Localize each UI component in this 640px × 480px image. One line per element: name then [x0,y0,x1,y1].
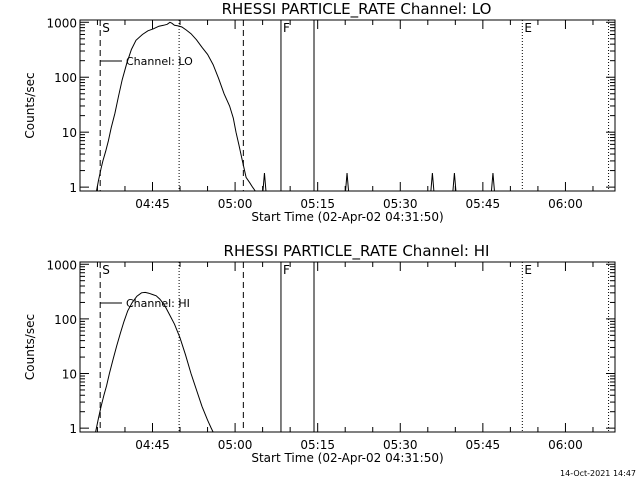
chart-panel-hi: RHESSI PARTICLE_RATE Channel: HI 04:45 05:… [23,242,616,465]
marker-label: E [524,21,532,35]
y-axis-label: Counts/sec [23,72,37,138]
x-tick-label: 05:15 [300,197,335,211]
marker-label: E [524,263,532,277]
y-tick-label: 1000 [46,258,77,272]
chart-panel-lo: RHESSI PARTICLE_RATE Channel: LO 04:45 05:… [23,0,616,224]
series-spike [430,173,435,192]
series-line [95,291,214,433]
legend-label: Channel: HI [126,297,190,310]
x-tick-label: 05:30 [383,197,418,211]
y-tick-label: 10 [62,126,77,140]
marker-label: F [283,263,290,277]
chart-title: RHESSI PARTICLE_RATE Channel: HI [224,242,490,261]
series-spike [452,173,457,192]
series-spike [262,173,267,192]
y-axis-label: Counts/sec [23,314,37,380]
x-tick-label: 05:00 [218,197,253,211]
series-spike [345,173,350,192]
y-tick-label: 10 [62,368,77,382]
footer-timestamp: 14-Oct-2021 14:47 [560,469,636,478]
y-tick-label: 100 [54,71,77,85]
chart-title: RHESSI PARTICLE_RATE Channel: LO [222,0,492,19]
y-tick-label: 1 [69,422,77,436]
legend-label: Channel: LO [126,55,193,68]
x-tick-label: 05:30 [383,438,418,452]
series-spike [490,173,495,192]
x-axis-label: Start Time (02-Apr-02 04:31:50) [251,210,443,224]
x-tick-label: 05:15 [300,438,335,452]
y-tick-label: 100 [54,313,77,327]
y-tick-label: 1000 [46,16,77,30]
x-tick-label: 05:45 [466,197,501,211]
x-axis-label: Start Time (02-Apr-02 04:31:50) [251,451,443,465]
x-tick-label: 06:00 [548,197,583,211]
x-tick-label: 04:45 [135,438,170,452]
marker-label: F [283,21,290,35]
x-tick-label: 04:45 [135,197,170,211]
y-tick-label: 1 [69,181,77,195]
marker-label: S [102,21,110,35]
x-tick-label: 05:45 [466,438,501,452]
x-tick-label: 06:00 [548,438,583,452]
series-line [96,21,256,192]
marker-label: S [102,263,110,277]
x-tick-label: 05:00 [218,438,253,452]
